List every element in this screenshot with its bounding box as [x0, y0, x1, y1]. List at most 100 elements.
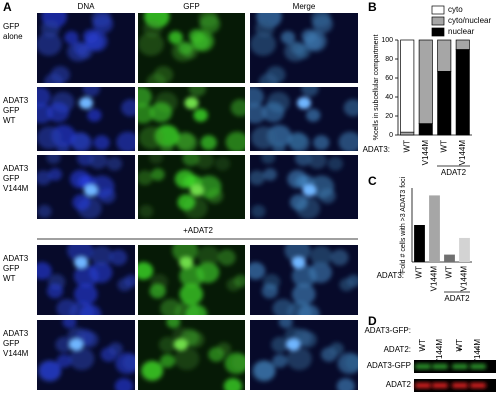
cell [160, 354, 176, 368]
cell [46, 102, 70, 123]
micrograph [250, 13, 358, 83]
bright-cell [291, 256, 306, 269]
column-header: DNA [78, 2, 96, 11]
x-tick-label: V144M [430, 266, 439, 292]
cell [250, 126, 277, 150]
cell [122, 354, 135, 371]
cells [139, 320, 245, 390]
cell [92, 14, 114, 34]
cell [172, 245, 199, 263]
cell [114, 378, 134, 390]
cell [46, 155, 61, 164]
y-tick-label: 100 [381, 37, 393, 44]
legend-swatch [431, 27, 445, 37]
micrograph [37, 320, 135, 390]
header-cell: V144M [435, 339, 444, 365]
blot-band [452, 383, 468, 388]
row-label: ADAT3 [3, 96, 29, 105]
cell [278, 320, 293, 329]
micrograph [138, 320, 245, 390]
cell [284, 41, 307, 62]
x-tick-label: V144M [458, 140, 467, 166]
cell [226, 278, 241, 292]
bar [414, 225, 425, 262]
cell [148, 155, 164, 164]
header-cell: + [458, 345, 463, 354]
panel-letter: C [368, 174, 377, 188]
micrograph [250, 155, 358, 219]
micrograph [37, 245, 135, 315]
cell [214, 156, 231, 171]
cell [67, 41, 90, 62]
cell [200, 135, 217, 151]
cell [64, 31, 79, 44]
micrograph [37, 87, 135, 151]
cell [182, 155, 200, 167]
x-tick-label: WT [415, 266, 424, 279]
cell [291, 283, 316, 305]
cell [138, 32, 164, 56]
x-tick-label: WT [445, 266, 454, 279]
cell [251, 204, 266, 218]
cell [88, 155, 108, 169]
y-tick-label: 40 [385, 94, 393, 101]
legend-swatch [431, 16, 445, 26]
cell [138, 262, 154, 280]
cells [250, 245, 358, 315]
header-cell: WT [455, 339, 464, 352]
cell [87, 108, 102, 122]
cell [179, 264, 205, 288]
cell [232, 354, 245, 371]
bright-cell [184, 97, 199, 109]
cell [82, 87, 101, 97]
cell [261, 155, 276, 164]
blot-band [432, 383, 448, 388]
cell [185, 304, 208, 315]
row-label: V144M [3, 349, 29, 358]
cell [199, 14, 221, 34]
blot-band [452, 364, 468, 369]
row-label: ADAT3 [3, 254, 29, 263]
cell [116, 131, 135, 151]
cell [138, 87, 152, 108]
cell [288, 133, 310, 151]
blot-band [415, 383, 431, 388]
cell [141, 361, 163, 381]
bar [459, 237, 470, 262]
row-label: alone [3, 32, 23, 41]
cell [56, 142, 70, 151]
cells [37, 87, 135, 151]
cell [37, 126, 62, 150]
micrograph [37, 13, 135, 83]
header-cell: WT [418, 339, 427, 352]
bright-cell [74, 256, 89, 269]
micrograph [138, 87, 245, 151]
cell [93, 135, 110, 151]
cell [176, 133, 198, 151]
legend-label: cyto/nuclear [448, 16, 491, 25]
bar-segment [400, 39, 415, 133]
cell [46, 283, 64, 299]
cell [56, 354, 72, 368]
cells [37, 320, 135, 390]
legend-label: nuclear [448, 27, 475, 36]
cell [272, 354, 288, 368]
cell [339, 278, 354, 292]
row-label: WT [3, 274, 16, 283]
cell [84, 30, 108, 52]
cell [159, 142, 174, 151]
panel-letter: A [3, 0, 12, 14]
blot-band [432, 364, 448, 369]
y-tick-label: 20 [385, 113, 393, 120]
cell [298, 304, 320, 315]
row-label: WT [3, 116, 16, 125]
cell [153, 66, 174, 83]
cell [40, 19, 60, 38]
cell [72, 194, 91, 211]
cell [160, 298, 182, 315]
cell [261, 283, 278, 299]
cell [327, 156, 344, 171]
cell [291, 264, 317, 288]
cell [308, 155, 327, 169]
